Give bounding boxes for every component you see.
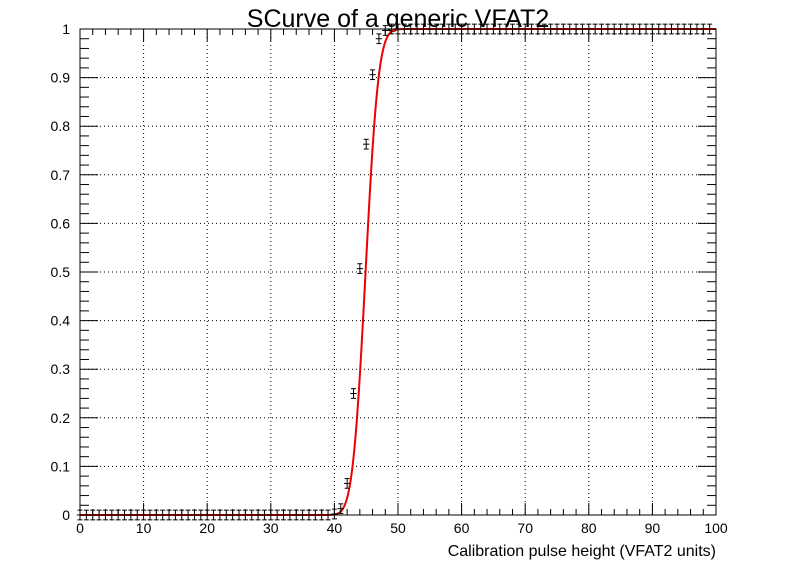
y-tick-label: 0 xyxy=(62,507,70,523)
y-tick-label: 0.7 xyxy=(51,167,71,183)
data-point xyxy=(350,388,357,399)
axis-tick-labels: 0 10 20 30 40 50 60 70 80 90 100 0 0.1 0.2 0.3 0.4 0.5 0.… xyxy=(51,21,728,536)
grid-lines xyxy=(80,29,716,515)
x-tick-label: 30 xyxy=(263,520,279,536)
y-tick-label: 0.6 xyxy=(51,215,71,231)
y-tick-label: 0.1 xyxy=(51,458,71,474)
y-tick-label: 0.8 xyxy=(51,118,71,134)
data-point xyxy=(356,263,364,274)
x-tick-label: 100 xyxy=(704,520,728,536)
axis-ticks xyxy=(79,28,717,516)
data-point xyxy=(375,33,383,45)
x-tick-label: 0 xyxy=(76,520,84,536)
y-tick-label: 0.4 xyxy=(51,313,71,329)
x-tick-label: 80 xyxy=(581,520,597,536)
y-tick-label: 0.2 xyxy=(51,410,71,426)
y-tick-label: 1 xyxy=(62,21,70,37)
y-tick-label: 0.3 xyxy=(51,361,71,377)
x-tick-label: 10 xyxy=(136,520,152,536)
x-tick-label: 60 xyxy=(454,520,470,536)
data-point xyxy=(343,478,351,489)
data-point xyxy=(337,503,344,515)
x-axis-label: Calibration pulse height (VFAT2 units) xyxy=(448,543,716,560)
x-tick-label: 20 xyxy=(199,520,215,536)
x-tick-label: 70 xyxy=(517,520,533,536)
y-tick-label: 0.5 xyxy=(51,264,71,280)
data-point xyxy=(369,69,376,81)
x-tick-label: 90 xyxy=(645,520,661,536)
x-tick-label: 50 xyxy=(390,520,406,536)
x-tick-label: 40 xyxy=(327,520,343,536)
data-point xyxy=(363,138,370,150)
y-tick-label: 0.9 xyxy=(51,70,71,86)
